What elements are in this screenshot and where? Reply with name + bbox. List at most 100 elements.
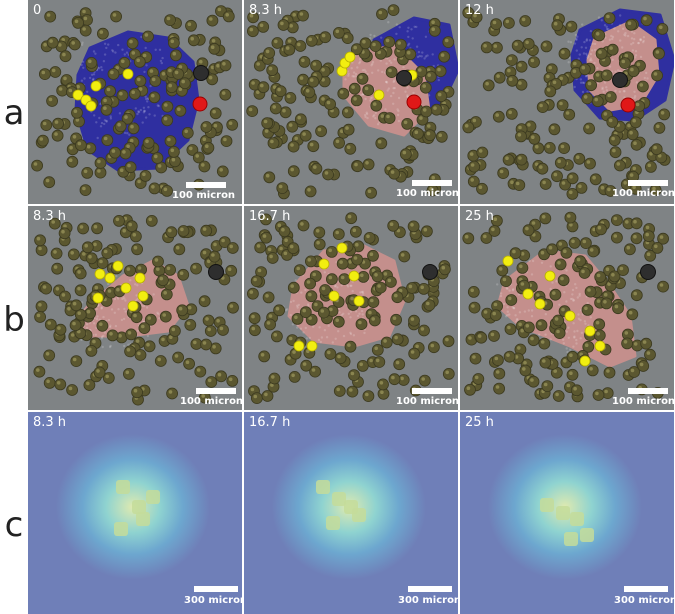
mass-texture <box>631 49 635 52</box>
mass-texture <box>567 40 570 43</box>
olive-cell-highlight <box>546 88 551 92</box>
olive-cell-highlight <box>294 136 298 141</box>
olive-cell-highlight <box>195 154 199 158</box>
olive-cell-highlight <box>168 228 172 233</box>
hotspot <box>332 492 346 506</box>
olive-cell <box>276 182 289 195</box>
olive-cell-highlight <box>159 276 164 281</box>
olive-cell-highlight <box>41 70 46 75</box>
mass-texture <box>504 315 508 318</box>
olive-cell-highlight <box>133 245 138 250</box>
olive-cell <box>528 56 540 68</box>
mass-texture <box>633 38 636 41</box>
olive-cell-highlight <box>127 163 131 168</box>
olive-cell <box>608 134 621 147</box>
mass-texture <box>406 86 409 89</box>
olive-cell-highlight <box>607 187 611 192</box>
mass-texture <box>101 345 104 349</box>
mass-texture <box>99 125 103 128</box>
olive-cell <box>70 299 83 312</box>
mass-texture <box>346 285 350 288</box>
mass-texture <box>523 310 527 313</box>
mass-texture <box>374 117 377 120</box>
olive-cell-highlight <box>560 144 565 149</box>
olive-cell-highlight <box>657 154 662 158</box>
olive-cell-highlight <box>33 162 38 166</box>
olive-cell-highlight <box>288 336 293 341</box>
olive-cell <box>304 277 316 290</box>
olive-cell <box>72 16 84 29</box>
olive-cell-highlight <box>211 39 216 43</box>
panel-time-label: 8.3 h <box>33 209 67 224</box>
mass-texture <box>88 76 92 80</box>
olive-cell <box>269 102 282 115</box>
olive-cell-highlight <box>69 145 73 150</box>
olive-cell-highlight <box>122 228 126 233</box>
olive-cell <box>226 242 239 254</box>
mass-texture <box>633 90 636 94</box>
mass-texture <box>572 345 575 348</box>
olive-cell-highlight <box>495 385 500 389</box>
yellow-cell <box>584 325 596 337</box>
olive-cell-highlight <box>291 373 295 378</box>
olive-cell <box>543 141 556 154</box>
mass-texture <box>619 39 622 42</box>
olive-cell-highlight <box>210 65 215 70</box>
mass-texture <box>379 59 382 62</box>
olive-cell-highlight <box>539 103 543 108</box>
mass-texture <box>108 325 112 329</box>
mass-texture <box>156 104 159 107</box>
yellow-cell <box>94 268 106 280</box>
scale-bar <box>186 182 226 188</box>
mass-texture <box>506 306 509 309</box>
olive-cell <box>430 103 443 116</box>
yellow-cell <box>336 242 348 254</box>
mass-texture <box>395 32 398 36</box>
olive-cell <box>539 178 552 190</box>
olive-cell-highlight <box>250 387 255 392</box>
mass-texture <box>585 39 588 42</box>
olive-cell <box>310 59 322 72</box>
mass-texture <box>601 87 604 91</box>
mass-texture <box>406 94 409 97</box>
mass-texture <box>555 280 558 283</box>
olive-cell-highlight <box>329 307 333 312</box>
olive-cell-highlight <box>371 317 375 321</box>
olive-cell-highlight <box>369 358 373 363</box>
mass-texture <box>123 307 126 311</box>
olive-cell <box>261 390 274 402</box>
olive-cell-highlight <box>137 351 141 356</box>
olive-cell-highlight <box>525 226 529 231</box>
olive-cell-highlight <box>623 181 627 185</box>
olive-cell-highlight <box>472 118 477 123</box>
olive-cell <box>551 19 564 32</box>
olive-cell-highlight <box>216 319 220 323</box>
olive-cell-highlight <box>335 139 340 144</box>
olive-cell <box>593 29 606 42</box>
olive-cell-highlight <box>383 272 388 276</box>
olive-cell-highlight <box>321 286 326 291</box>
red-cell <box>192 96 208 112</box>
olive-cell-highlight <box>530 58 535 63</box>
mass-texture <box>94 52 97 55</box>
mass-texture <box>369 99 372 102</box>
mass-texture <box>107 282 110 286</box>
mass-texture <box>137 110 140 113</box>
olive-cell-highlight <box>292 13 296 17</box>
olive-cell <box>519 15 532 27</box>
olive-cell-highlight <box>653 72 658 76</box>
olive-cell-highlight <box>639 362 644 367</box>
mass-texture <box>590 59 593 62</box>
olive-cell-highlight <box>136 58 140 63</box>
olive-cell-highlight <box>490 332 495 337</box>
olive-cell-highlight <box>321 78 325 82</box>
olive-cell <box>584 285 597 298</box>
mass-texture <box>129 279 132 282</box>
olive-cell <box>563 108 576 121</box>
mass-texture <box>392 91 395 95</box>
olive-cell-highlight <box>61 293 66 297</box>
olive-cell <box>604 91 617 103</box>
hotspot <box>540 498 554 512</box>
mass-texture <box>421 51 424 54</box>
olive-cell-highlight <box>517 133 522 137</box>
